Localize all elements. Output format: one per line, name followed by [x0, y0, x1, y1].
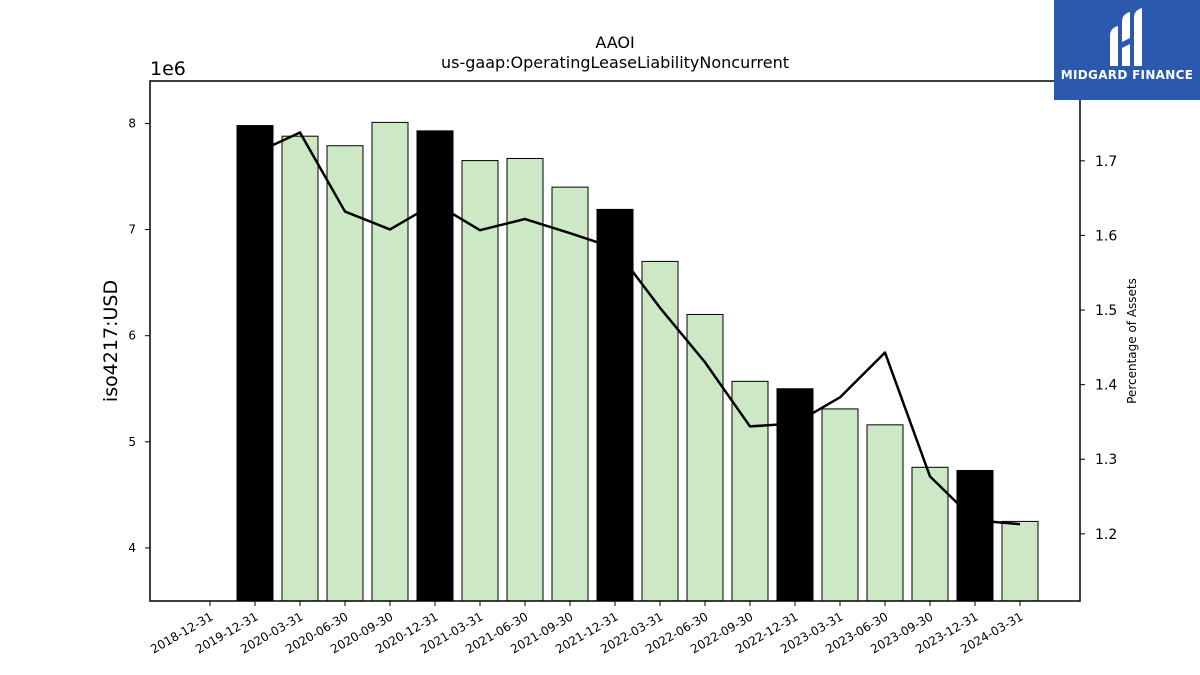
y2-tick-label: 1.7: [1095, 154, 1117, 170]
y-axis-label: iso4217:USD: [100, 280, 122, 402]
bar-annual: [236, 125, 274, 602]
chart-title: AAOI: [595, 33, 634, 52]
bar-annual: [596, 208, 634, 602]
bar-quarterly: [506, 157, 544, 602]
y2-tick-label: 1.3: [1095, 452, 1117, 468]
logo-mark-icon: [1110, 8, 1142, 66]
bar-annual: [956, 469, 994, 602]
y2-axis-label: Percentage of Assets: [1125, 278, 1139, 404]
bar-quarterly: [866, 424, 904, 602]
bar-quarterly: [551, 186, 589, 602]
y2-tick-label: 1.4: [1095, 378, 1117, 394]
bar-quarterly: [731, 380, 769, 602]
bar-quarterly: [1001, 520, 1039, 602]
bar-quarterly: [641, 260, 679, 602]
bar-quarterly: [371, 121, 409, 602]
y2-tick-label: 1.6: [1095, 228, 1117, 244]
plot-area: [236, 121, 1039, 602]
bar-annual: [416, 130, 454, 602]
logo-text: MIDGARD FINANCE: [1060, 68, 1194, 82]
y2-tick-label: 1.2: [1095, 527, 1117, 543]
bar-quarterly: [281, 135, 319, 602]
bar-quarterly: [326, 145, 364, 602]
midgard-finance-logo: MIDGARD FINANCE: [1054, 0, 1200, 100]
y-tick-label: 4: [128, 541, 136, 555]
bar-annual: [776, 388, 814, 602]
series-line-pct-assets: [254, 131, 1021, 526]
y-tick-label: 6: [128, 329, 136, 343]
y-tick-label: 8: [128, 116, 136, 130]
y-offset-label: 1e6: [150, 58, 186, 80]
chart-subtitle: us-gaap:OperatingLeaseLiabilityNoncurren…: [441, 53, 789, 72]
bar-quarterly: [686, 313, 724, 602]
bar-quarterly: [821, 408, 859, 602]
y-tick-label: 5: [128, 435, 136, 449]
y2-tick-label: 1.5: [1095, 303, 1117, 319]
bar-quarterly: [461, 160, 499, 602]
y-tick-label: 7: [128, 223, 136, 237]
